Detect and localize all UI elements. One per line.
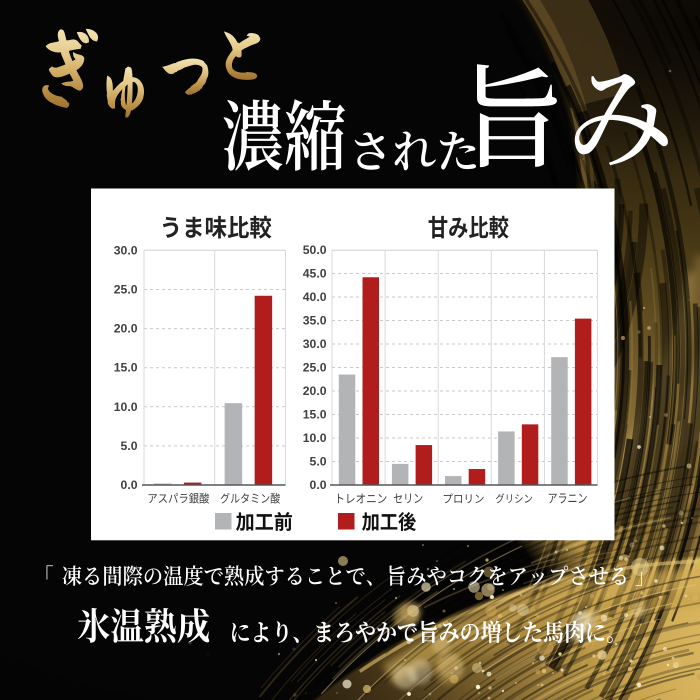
svg-text:35.0: 35.0 — [303, 314, 327, 328]
svg-text:10.0: 10.0 — [114, 400, 138, 414]
svg-text:10.0: 10.0 — [303, 431, 327, 445]
svg-text:20.0: 20.0 — [303, 384, 327, 398]
svg-text:45.0: 45.0 — [303, 267, 327, 281]
svg-text:20.0: 20.0 — [114, 322, 138, 336]
svg-text:15.0: 15.0 — [303, 408, 327, 422]
svg-text:5.0: 5.0 — [121, 439, 138, 453]
svg-text:50.0: 50.0 — [303, 243, 327, 257]
svg-text:0.0: 0.0 — [310, 478, 327, 492]
svg-text:25.0: 25.0 — [114, 283, 138, 297]
svg-text:0.0: 0.0 — [121, 478, 138, 492]
svg-text:25.0: 25.0 — [303, 361, 327, 375]
svg-text:40.0: 40.0 — [303, 290, 327, 304]
svg-text:30.0: 30.0 — [114, 243, 138, 257]
svg-text:30.0: 30.0 — [303, 337, 327, 351]
svg-text:5.0: 5.0 — [310, 455, 327, 469]
svg-text:15.0: 15.0 — [114, 361, 138, 375]
